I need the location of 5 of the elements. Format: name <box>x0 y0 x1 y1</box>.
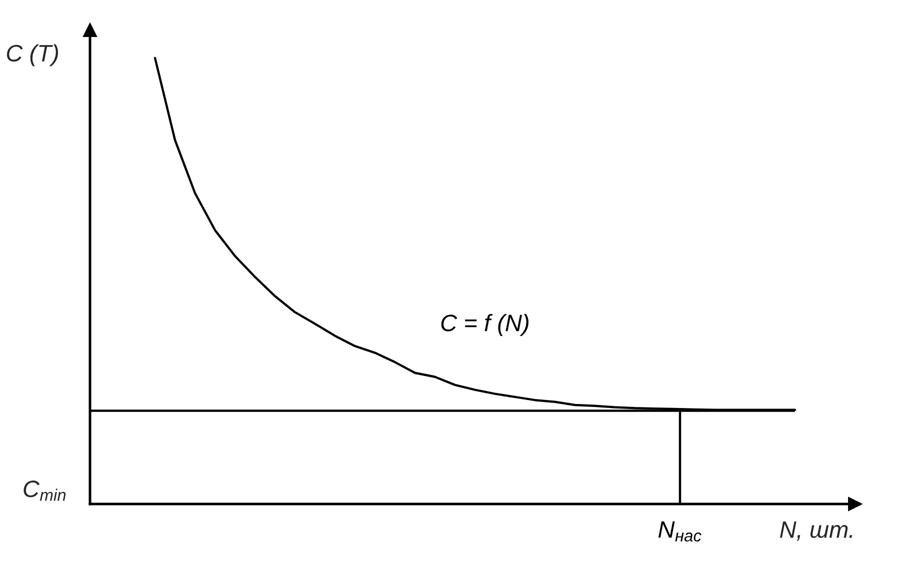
x-axis-title: N, шт. <box>780 521 852 541</box>
ref-line-label: C$_{min}$ <box>24 480 66 501</box>
text: N$_{нас}$ <box>658 521 702 542</box>
y-axis-title: C (T) <box>6 44 58 66</box>
annotation: C = f (N) <box>441 314 528 336</box>
